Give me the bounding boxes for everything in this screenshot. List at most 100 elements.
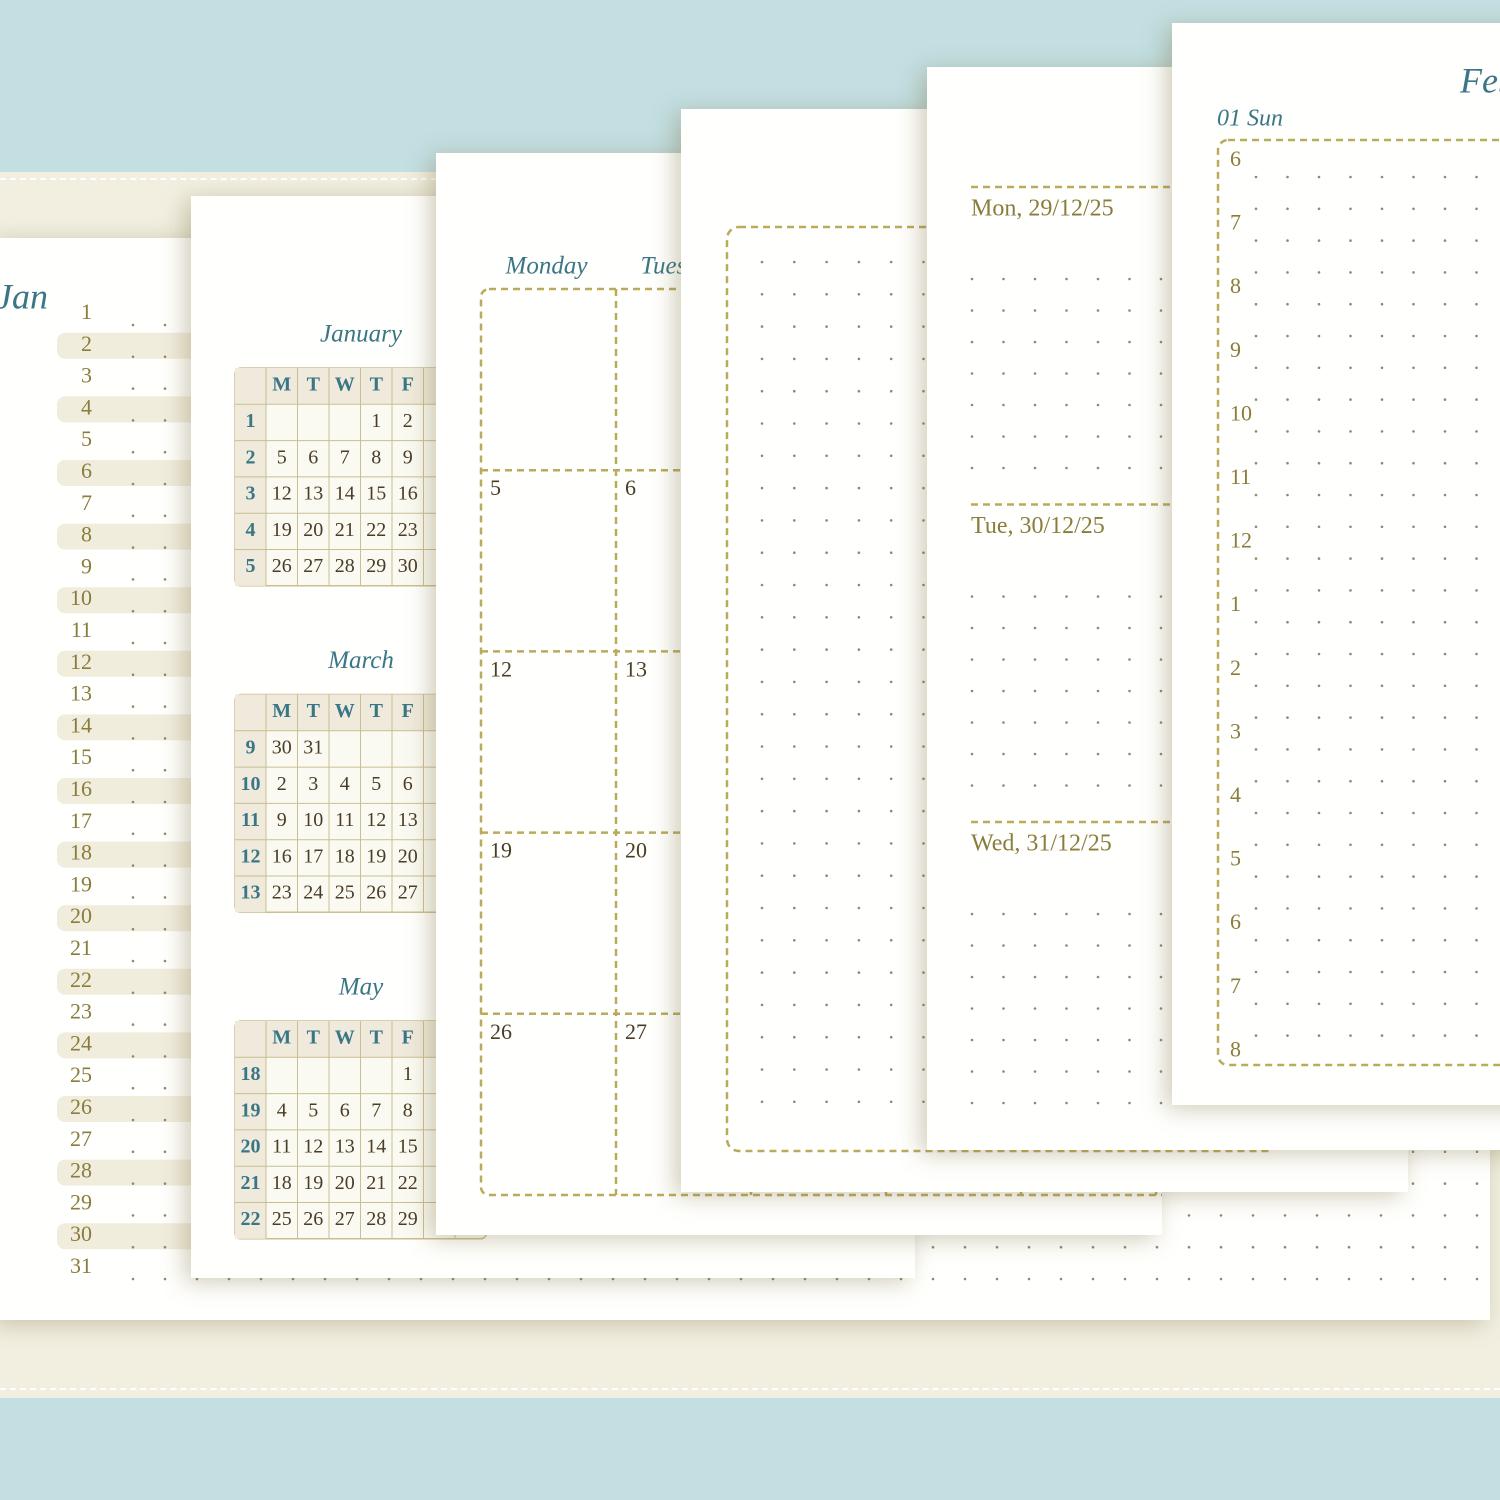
dot bbox=[1065, 372, 1068, 375]
day-number: 8 bbox=[81, 522, 92, 547]
dot bbox=[131, 991, 135, 995]
dot bbox=[793, 551, 796, 554]
dot bbox=[1317, 207, 1321, 211]
dot bbox=[163, 450, 167, 454]
calendar-day: 30 bbox=[398, 555, 418, 577]
dot bbox=[1317, 652, 1321, 656]
dot bbox=[1065, 912, 1068, 916]
dot bbox=[793, 712, 796, 716]
dot bbox=[825, 551, 828, 554]
dot bbox=[1283, 1277, 1287, 1281]
dot bbox=[1349, 525, 1352, 529]
dot bbox=[1128, 944, 1131, 947]
dot bbox=[793, 648, 796, 651]
dot bbox=[1187, 1277, 1191, 1281]
dot bbox=[970, 466, 974, 470]
calendar-day: 12 bbox=[272, 483, 292, 505]
dot bbox=[1286, 1002, 1289, 1006]
day-number: 24 bbox=[70, 1030, 92, 1055]
dot bbox=[889, 260, 893, 264]
dot bbox=[793, 260, 796, 264]
stitching bbox=[0, 1388, 1500, 1390]
dot bbox=[1317, 366, 1321, 370]
dot bbox=[131, 864, 135, 867]
day-number: 14 bbox=[70, 712, 92, 737]
calendar-day: 12 bbox=[366, 809, 386, 831]
dot bbox=[793, 1068, 796, 1071]
dot bbox=[1065, 689, 1068, 693]
day-number: 19 bbox=[70, 871, 92, 896]
dot bbox=[857, 389, 861, 393]
dot bbox=[163, 673, 167, 677]
dot bbox=[1412, 716, 1415, 719]
dot bbox=[760, 486, 764, 490]
dot bbox=[1380, 875, 1384, 878]
dot bbox=[995, 1277, 999, 1281]
dot bbox=[963, 1245, 967, 1249]
hour-label: 3 bbox=[1230, 718, 1241, 743]
dot bbox=[1412, 557, 1415, 560]
dot bbox=[1002, 721, 1005, 724]
dot bbox=[1002, 752, 1005, 756]
dot bbox=[675, 1277, 679, 1281]
dot bbox=[1254, 398, 1258, 401]
dot bbox=[1317, 1002, 1321, 1006]
dot bbox=[1475, 493, 1478, 497]
dot bbox=[1349, 620, 1352, 624]
dot bbox=[1317, 589, 1321, 592]
dot bbox=[1286, 652, 1289, 656]
dot bbox=[922, 1068, 925, 1071]
dot bbox=[825, 745, 828, 748]
dot bbox=[1379, 1245, 1383, 1249]
dot bbox=[922, 745, 925, 748]
dot bbox=[1443, 1245, 1447, 1249]
dot bbox=[825, 1003, 828, 1007]
hour-label: 7 bbox=[1230, 973, 1241, 998]
dot bbox=[1128, 975, 1131, 979]
dot bbox=[1286, 716, 1289, 719]
dot bbox=[1349, 938, 1352, 942]
dot bbox=[131, 1214, 135, 1217]
dot bbox=[1286, 811, 1289, 815]
calendar-day: 11 bbox=[335, 809, 354, 831]
calendar-day: 6 bbox=[340, 1099, 350, 1121]
dot bbox=[1315, 1245, 1319, 1249]
dot bbox=[163, 482, 167, 486]
hour-label: 12 bbox=[1230, 528, 1252, 553]
calendar-day: 8 bbox=[371, 446, 381, 468]
dot bbox=[857, 616, 861, 619]
dot bbox=[1286, 557, 1289, 560]
dot bbox=[760, 777, 764, 781]
dot bbox=[131, 1055, 135, 1058]
dot bbox=[131, 927, 135, 931]
dot bbox=[163, 609, 167, 613]
dot bbox=[857, 1003, 861, 1007]
hour-label: 1 bbox=[1230, 591, 1241, 616]
dot bbox=[1349, 811, 1352, 815]
dot bbox=[1475, 620, 1478, 624]
dot bbox=[889, 616, 893, 619]
calendar-day: 13 bbox=[303, 483, 323, 505]
weekday-label: M bbox=[272, 700, 291, 722]
dot bbox=[825, 422, 828, 425]
cell-day: 27 bbox=[625, 1019, 647, 1044]
dot bbox=[1254, 461, 1258, 465]
dot bbox=[1065, 1038, 1068, 1042]
dot bbox=[1286, 748, 1289, 751]
dot bbox=[889, 745, 893, 748]
dot bbox=[1096, 944, 1100, 947]
dot bbox=[1443, 525, 1447, 529]
dot bbox=[970, 1007, 974, 1010]
day-number: 1 bbox=[81, 299, 92, 324]
dot bbox=[857, 777, 861, 781]
dot bbox=[1219, 1214, 1223, 1217]
dot bbox=[1349, 970, 1352, 974]
dot bbox=[1349, 1034, 1352, 1037]
dot bbox=[760, 325, 764, 328]
dot bbox=[1412, 271, 1415, 274]
dot bbox=[163, 1150, 167, 1154]
dot bbox=[1033, 309, 1037, 312]
dot bbox=[1254, 811, 1258, 815]
dot bbox=[922, 971, 925, 974]
dot bbox=[1349, 716, 1352, 719]
